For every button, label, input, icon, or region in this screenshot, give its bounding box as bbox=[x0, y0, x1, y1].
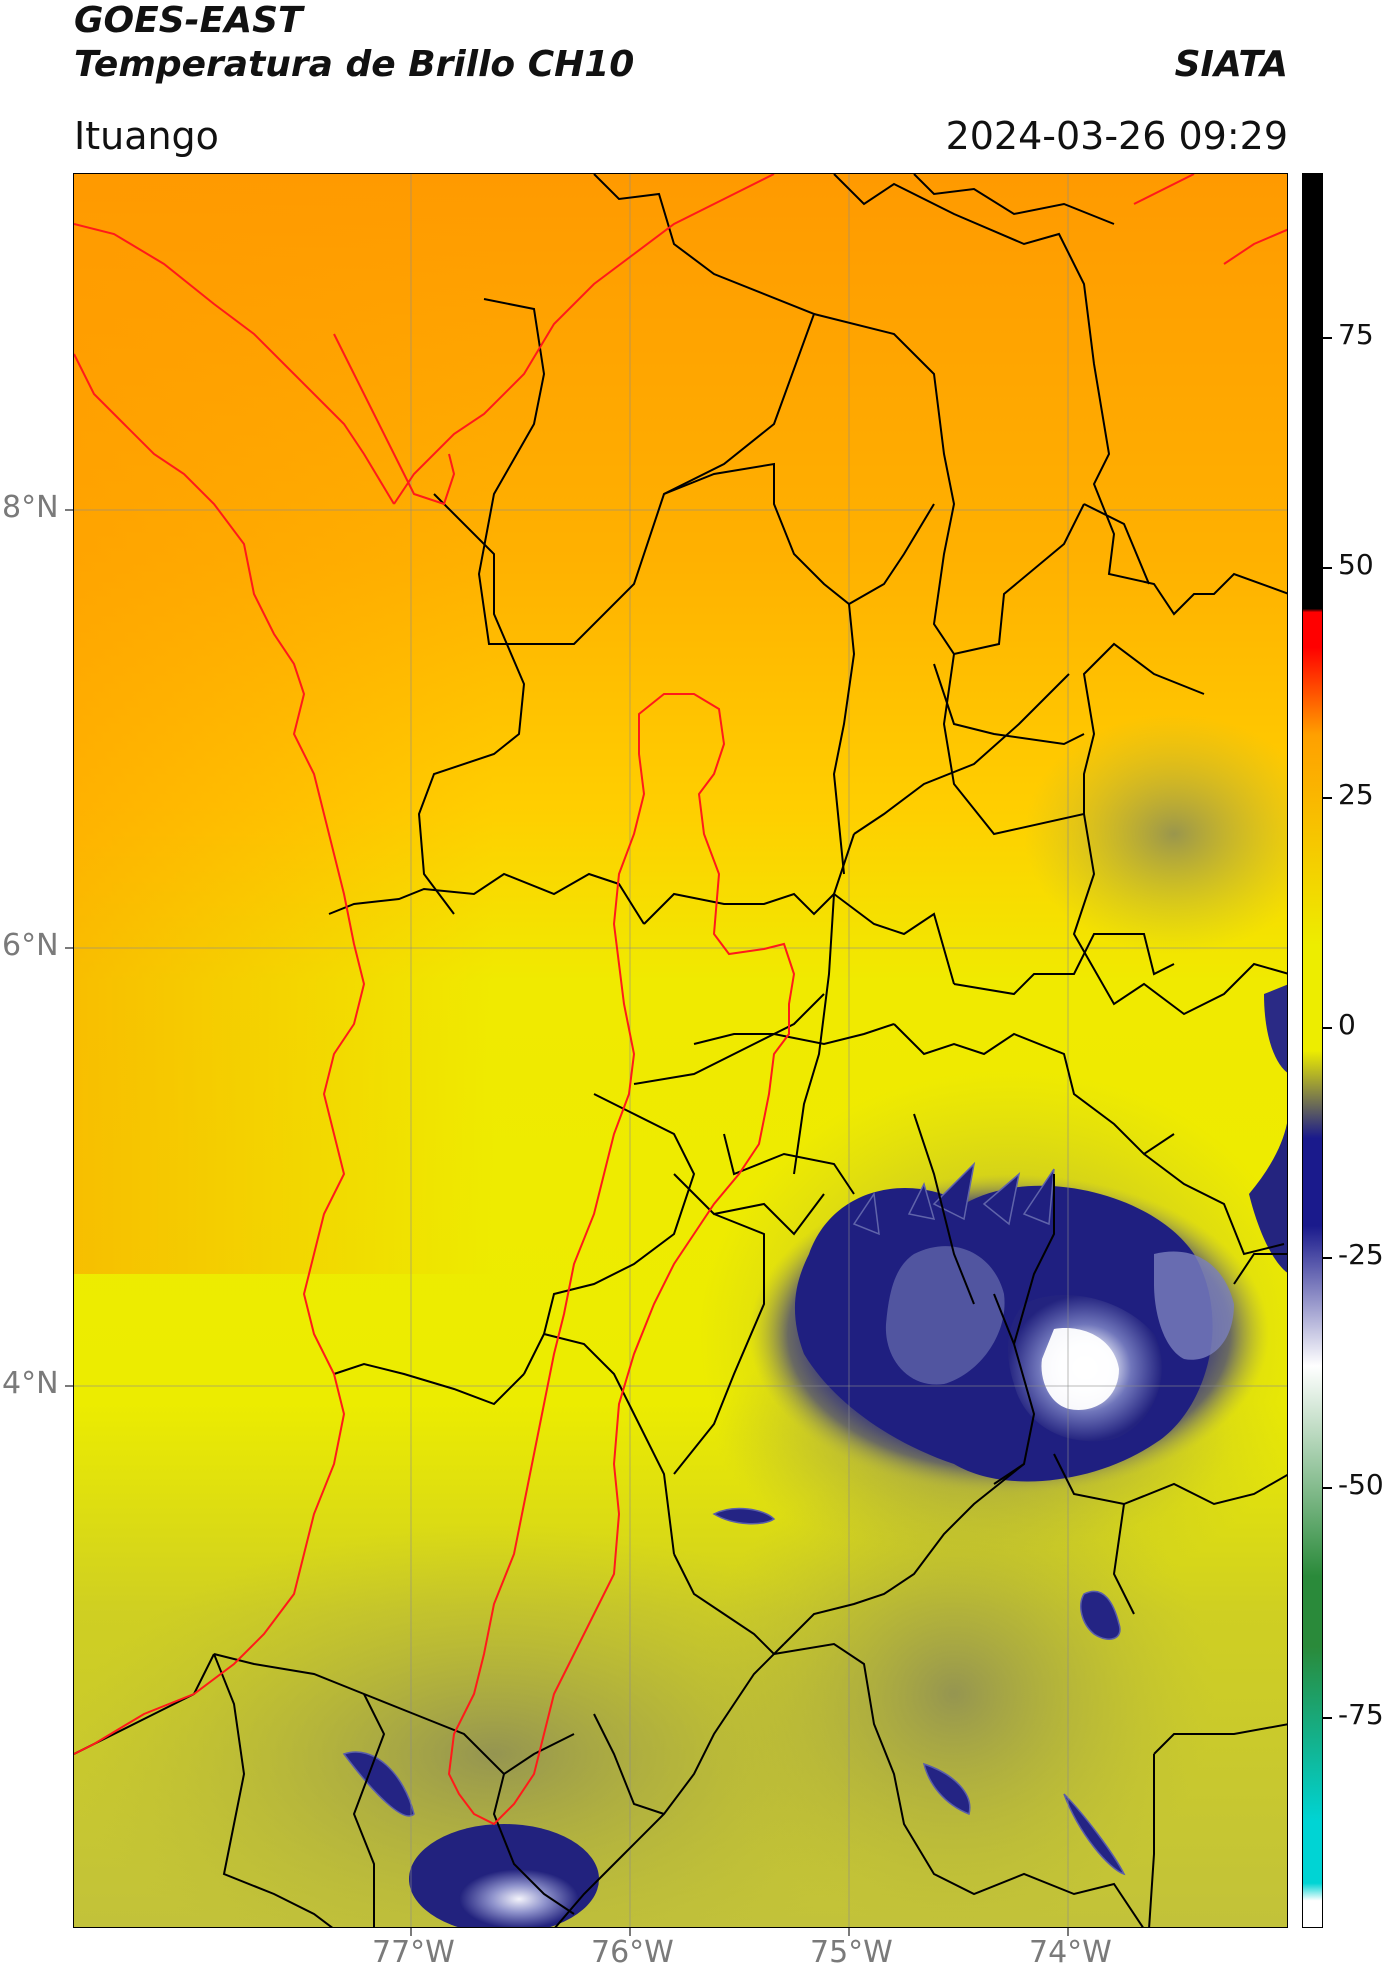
lat-label-8n: 8°N bbox=[2, 490, 59, 525]
lon-label-75w: 75°W bbox=[810, 1935, 893, 1970]
colorbar-label-minus75: -75 bbox=[1338, 1698, 1384, 1731]
graticule bbox=[74, 174, 1287, 1927]
colorbar-label-50: 50 bbox=[1338, 548, 1374, 581]
department-boundaries bbox=[74, 174, 1287, 1927]
western-warm-region bbox=[74, 174, 494, 1274]
convective-storm-cluster bbox=[699, 984, 1287, 1609]
colorbar-tick bbox=[1323, 1027, 1332, 1029]
temperature-colorbar bbox=[1302, 173, 1323, 1928]
lat-tick bbox=[65, 947, 73, 949]
colorbar-label-75: 75 bbox=[1338, 318, 1374, 351]
lon-label-74w: 74°W bbox=[1029, 1935, 1112, 1970]
colorbar-label-minus25: -25 bbox=[1338, 1238, 1384, 1271]
colorbar-label-minus50: -50 bbox=[1338, 1468, 1384, 1501]
lon-label-77w: 77°W bbox=[372, 1935, 455, 1970]
coastline-and-basin bbox=[74, 174, 1287, 1826]
title-satellite: GOES-EAST bbox=[74, 0, 303, 41]
colorbar-label-25: 25 bbox=[1338, 778, 1374, 811]
lon-tick bbox=[629, 1928, 631, 1936]
lat-label-4n: 4°N bbox=[2, 1366, 59, 1401]
map-canvas bbox=[74, 174, 1287, 1927]
lon-tick bbox=[848, 1928, 850, 1936]
southern-storm bbox=[409, 1824, 599, 1927]
lat-tick bbox=[65, 1385, 73, 1387]
region-label: Ituango bbox=[74, 114, 219, 158]
title-product: Temperatura de Brillo CH10 bbox=[74, 44, 635, 85]
lon-tick bbox=[1067, 1928, 1069, 1936]
colorbar-tick bbox=[1323, 1487, 1332, 1489]
cold-cloud-cells bbox=[342, 1507, 1126, 1876]
colorbar-tick bbox=[1323, 567, 1332, 569]
institution-label: SIATA bbox=[1174, 44, 1288, 85]
colorbar-label-0: 0 bbox=[1338, 1008, 1356, 1041]
brightness-temperature-map bbox=[73, 173, 1288, 1928]
colorbar-tick bbox=[1323, 337, 1332, 339]
colorbar-tick bbox=[1323, 797, 1332, 799]
lat-label-6n: 6°N bbox=[2, 928, 59, 963]
colorbar-tick bbox=[1323, 1257, 1332, 1259]
colorbar-tick bbox=[1323, 1717, 1332, 1719]
timestamp-label: 2024-03-26 09:29 bbox=[945, 114, 1288, 158]
lat-tick bbox=[65, 509, 73, 511]
lon-label-76w: 76°W bbox=[591, 1935, 674, 1970]
lon-tick bbox=[410, 1928, 412, 1936]
